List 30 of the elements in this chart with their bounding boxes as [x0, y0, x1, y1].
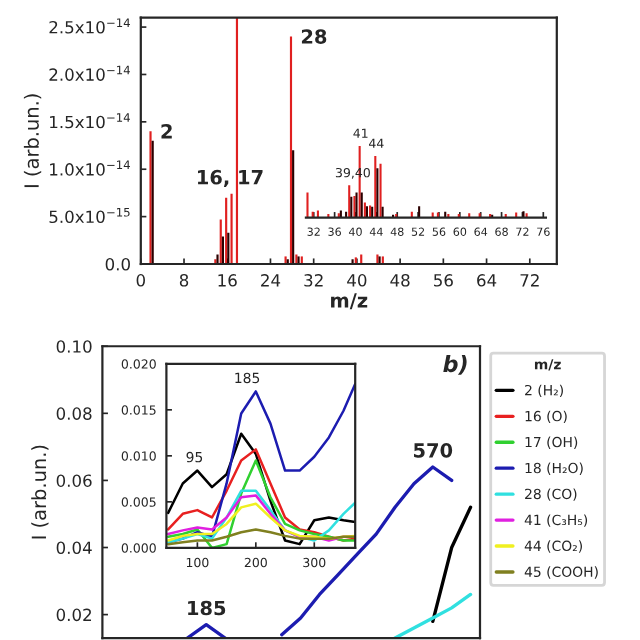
annotation: 185 [188, 600, 226, 616]
x-tick-label: 24 [261, 274, 281, 287]
annotation: b) [443, 355, 467, 375]
annotation: 2 [161, 123, 172, 139]
y-tick-label: 1.5x10$^{−14}$ [50, 113, 130, 129]
y-tick-label: 2.0x10$^{−14}$ [49, 65, 130, 81]
y-tick-label: 0.06 [56, 474, 92, 487]
x-tick-label: 16 [218, 274, 237, 287]
y-tick-label: 5.0x10$^{−15}$ [49, 207, 130, 224]
y-axis-title: I (arb.un.) [31, 445, 49, 539]
annotation: 570 [414, 442, 453, 458]
y-tick-label: 2.5x10$^{−14}$ [49, 18, 130, 34]
y-tick-label: 1.0x10$^{−14}$ [50, 160, 130, 176]
x-axis-title: m/z [331, 293, 368, 310]
y-axis-title: I (arb.un.) [23, 94, 42, 188]
y-tick-label: 0.02 [56, 608, 92, 622]
x-tick-label: 56 [434, 274, 453, 287]
y-tick-label: 0.0 [105, 257, 130, 271]
x-tick-label: 32 [304, 274, 323, 287]
y-tick-label: 0.10 [56, 340, 92, 353]
x-tick-label: 72 [520, 274, 539, 287]
y-tick-label: 0.08 [56, 407, 92, 420]
x-tick-label: 8 [179, 274, 189, 287]
x-tick-label: 40 [347, 274, 367, 287]
annotation: 28 [301, 29, 327, 44]
x-tick-label: 48 [390, 274, 410, 287]
x-tick-label: 64 [477, 274, 497, 287]
y-tick-label: 0.04 [56, 541, 92, 555]
x-tick-label: 0 [136, 274, 145, 287]
annotation: 16, 17 [198, 169, 263, 188]
